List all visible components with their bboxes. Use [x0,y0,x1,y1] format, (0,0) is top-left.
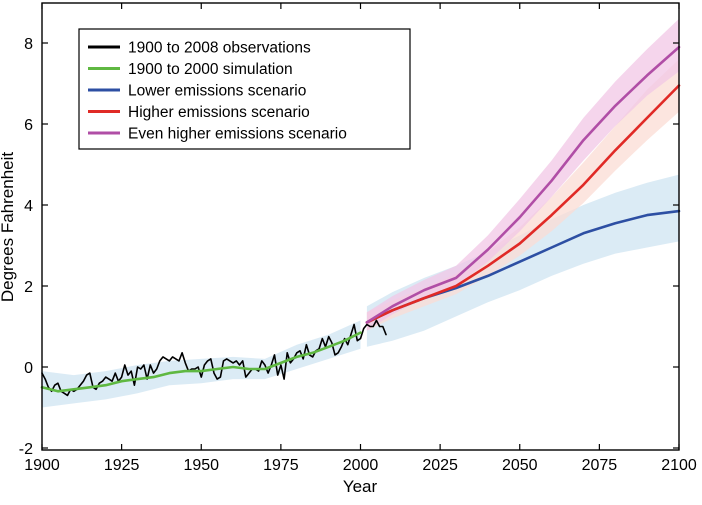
x-tick-label: 1925 [104,457,140,474]
y-tick-label: 8 [24,36,33,53]
series-line-1900-to-2008-observations [41,319,387,397]
series-line-higher-emissions-scenario [365,84,681,324]
series-lines [40,45,681,397]
band-1900-to-2000-simulation [42,320,361,408]
legend-label-higher-emissions-scenario: Higher emissions scenario [128,104,310,121]
legend-box [78,28,411,150]
x-axis-title: Year [343,477,378,496]
x-tick-label: 1950 [183,457,219,474]
x-tick-label: 1975 [263,457,299,474]
x-tick-label: 1900 [24,457,60,474]
y-tick-label: -2 [19,441,33,458]
y-tick-label: 6 [24,117,33,134]
y-tick-label: 2 [24,279,33,296]
x-tick-label: 2075 [582,457,618,474]
x-tick-label: 2025 [422,457,458,474]
x-tick-label: 2000 [343,457,379,474]
axis-ticks: 1900 1925 1950 1975 2000 2025 2050 2075 2100 -2 0 2… [19,3,697,474]
y-tick-label: 0 [24,360,33,377]
legend-label-1900-to-2008-observations: 1900 to 2008 observations [128,40,311,57]
legend-label-1900-to-2000-simulation: 1900 to 2000 simulation [128,61,293,78]
x-tick-label: 2100 [661,457,697,474]
band-even-higher-emissions-scenario [366,18,679,331]
series-line-even-higher-emissions-scenario [365,45,681,324]
x-tick-label: 2050 [502,457,538,474]
legend: 1900 to 2008 observations 1900 to 2000 si… [78,28,411,150]
legend-label-lower-emissions-scenario: Lower emissions scenario [128,83,306,100]
series-line-1900-to-2000-simulation [40,331,362,393]
y-axis-title: Degrees Fahrenheit [0,152,17,303]
y-tick-label: 4 [24,198,33,215]
legend-label-even-higher-emissions-scenario: Even higher emissions scenario [128,126,347,143]
